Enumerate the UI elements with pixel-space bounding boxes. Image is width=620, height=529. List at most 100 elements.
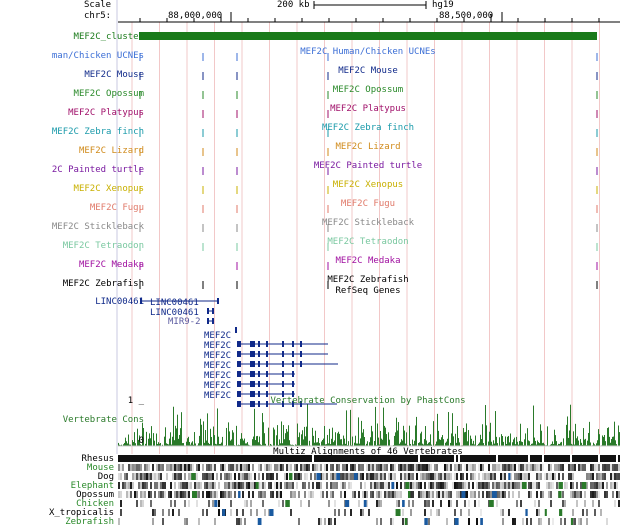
track-label[interactable]: 2C Painted turtle bbox=[51, 165, 144, 175]
multiz-block bbox=[580, 482, 582, 489]
cons-bar bbox=[190, 444, 191, 446]
multiz-block bbox=[302, 464, 304, 471]
track-label[interactable]: man/Chicken UCNEs bbox=[51, 51, 144, 61]
multiz-species-label[interactable]: Opossum bbox=[76, 490, 114, 500]
track-label[interactable]: MEF2C Zebrafish bbox=[62, 279, 144, 289]
multiz-block bbox=[262, 455, 264, 462]
multiz-block bbox=[482, 491, 484, 498]
multiz-block bbox=[296, 473, 298, 480]
multiz-block bbox=[446, 464, 448, 471]
gene-label[interactable]: MEF2C bbox=[204, 361, 232, 371]
multiz-block bbox=[510, 473, 512, 480]
multiz-block bbox=[338, 464, 340, 471]
multiz-block bbox=[290, 482, 292, 489]
multiz-block bbox=[326, 455, 328, 462]
multiz-species-label[interactable]: Elephant bbox=[70, 481, 114, 491]
multiz-species-label[interactable]: Zebrafish bbox=[65, 517, 114, 527]
cons-bar bbox=[125, 437, 126, 446]
multiz-species-label[interactable]: X_tropicalis bbox=[48, 508, 114, 518]
cons-bar bbox=[210, 428, 211, 446]
cons-track-label[interactable]: Vertebrate Cons bbox=[62, 415, 144, 425]
gene-label[interactable]: MEF2C bbox=[204, 371, 232, 381]
gene-label[interactable]: MEF2C bbox=[204, 331, 232, 341]
cons-bar bbox=[332, 427, 333, 446]
multiz-block bbox=[422, 473, 424, 480]
gene-label[interactable]: MIR9-2 bbox=[168, 317, 201, 327]
multiz-block bbox=[354, 491, 356, 498]
track-label[interactable]: MEF2C Tetraodon bbox=[62, 241, 144, 251]
multiz-species-label[interactable]: Mouse bbox=[86, 463, 114, 473]
multiz-block bbox=[176, 455, 178, 462]
multiz-block bbox=[500, 509, 502, 516]
track-label[interactable]: MEF2C Medaka bbox=[78, 260, 144, 270]
multiz-block bbox=[132, 464, 134, 471]
multiz-block bbox=[542, 464, 544, 471]
track-label[interactable]: MEF2C Lizard bbox=[78, 146, 144, 156]
multiz-species-label[interactable]: Dog bbox=[97, 472, 114, 482]
gene-label[interactable]: LINC00461 bbox=[150, 308, 199, 318]
multiz-block bbox=[160, 464, 162, 471]
multiz-block bbox=[182, 464, 184, 471]
multiz-block bbox=[388, 482, 390, 489]
multiz-block bbox=[446, 482, 448, 489]
multiz-block bbox=[184, 518, 186, 525]
multiz-block bbox=[554, 464, 556, 471]
multiz-block bbox=[324, 473, 326, 480]
refseq-side-label[interactable]: LINC00461 bbox=[95, 297, 144, 307]
track-label[interactable]: MEF2C Opossum bbox=[73, 89, 144, 99]
multiz-block bbox=[180, 473, 182, 480]
multiz-block bbox=[380, 518, 382, 525]
cons-bar bbox=[298, 437, 299, 446]
mef2c-exon bbox=[258, 371, 260, 377]
track-label[interactable]: MEF2C Platypus bbox=[68, 108, 144, 118]
multiz-block bbox=[534, 482, 536, 489]
multiz-block bbox=[210, 473, 212, 480]
multiz-block bbox=[152, 509, 154, 516]
track-label[interactable]: MEF2C Stickleback bbox=[51, 222, 144, 232]
track-label[interactable]: MEF2C_cluster bbox=[73, 32, 144, 42]
multiz-block bbox=[538, 455, 540, 462]
track-label[interactable]: MEF2C Zebra finch bbox=[51, 127, 144, 137]
multiz-block bbox=[404, 518, 408, 525]
track-label[interactable]: MEF2C Mouse bbox=[84, 70, 144, 80]
cons-bar bbox=[342, 444, 343, 446]
track-label[interactable]: MEF2C Fugu bbox=[89, 203, 144, 213]
multiz-block bbox=[330, 518, 332, 525]
cons-bar bbox=[379, 444, 380, 446]
multiz-block bbox=[274, 464, 276, 471]
gene-label[interactable]: MEF2C bbox=[204, 381, 232, 391]
cons-bar bbox=[360, 438, 361, 446]
multiz-species-label[interactable]: Rhesus bbox=[81, 454, 114, 464]
multiz-block bbox=[559, 509, 563, 516]
multiz-block bbox=[170, 464, 172, 471]
multiz-block bbox=[388, 473, 390, 480]
gene-label[interactable]: MEF2C bbox=[204, 341, 232, 351]
gene-label[interactable]: LINC00461 bbox=[150, 298, 199, 308]
multiz-block bbox=[162, 509, 164, 516]
cons-bar bbox=[283, 425, 284, 446]
multiz-block bbox=[254, 473, 256, 480]
track-label[interactable]: MEF2C Xenopus bbox=[73, 184, 144, 194]
multiz-block bbox=[334, 509, 336, 516]
cons-bar bbox=[330, 444, 331, 446]
multiz-block bbox=[174, 500, 176, 507]
multiz-block bbox=[516, 455, 518, 462]
multiz-block bbox=[272, 473, 274, 480]
cons-bar bbox=[550, 444, 551, 446]
gene-label[interactable]: MEF2C bbox=[204, 391, 232, 401]
cons-bar bbox=[361, 420, 362, 446]
multiz-block bbox=[516, 482, 518, 489]
gene-label[interactable]: MEF2C bbox=[204, 351, 232, 361]
multiz-block bbox=[156, 473, 158, 480]
cons-bar bbox=[420, 433, 421, 446]
cons-bar bbox=[307, 404, 308, 446]
multiz-block bbox=[468, 482, 470, 489]
cons-bar bbox=[531, 443, 532, 446]
multiz-block bbox=[548, 518, 550, 525]
multiz-block bbox=[608, 455, 610, 462]
multiz-block bbox=[476, 518, 478, 525]
multiz-species-label[interactable]: Chicken bbox=[76, 499, 114, 509]
multiz-block bbox=[242, 509, 244, 516]
multiz-block bbox=[284, 455, 286, 462]
cons-bar bbox=[364, 437, 365, 446]
